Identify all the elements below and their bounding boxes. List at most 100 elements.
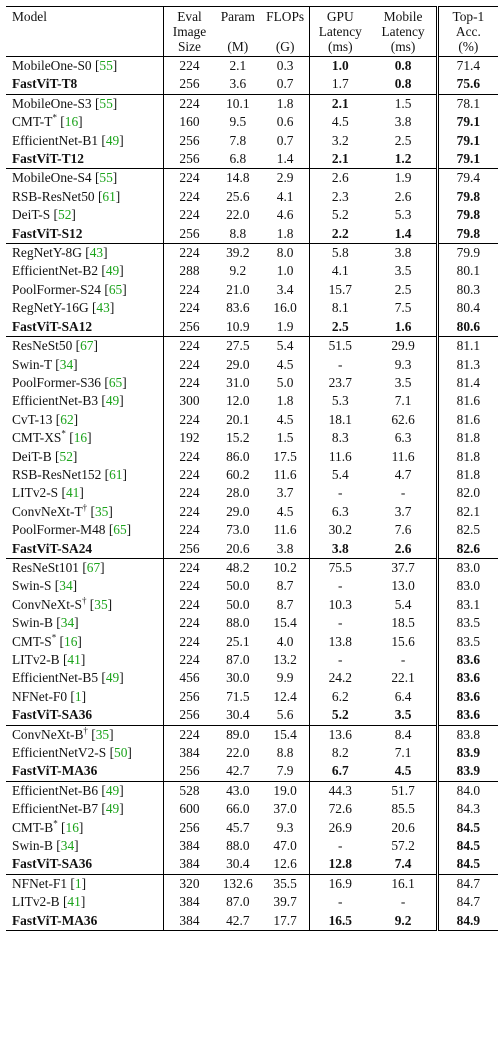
citation-link[interactable]: 34 [59, 578, 73, 594]
gpu-latency-cell-value: 13.8 [328, 633, 352, 649]
gpu-latency-cell-value: 4.1 [331, 263, 349, 279]
citation-link[interactable]: 34 [59, 356, 74, 372]
citation-link[interactable]: 61 [109, 466, 123, 482]
model-name: ConvNeXt-B [12, 726, 84, 742]
flops-cell-value: 0.3 [276, 58, 294, 73]
mobile-latency-cell: 37.7 [370, 558, 437, 577]
citation-link[interactable]: 52 [59, 448, 73, 464]
citation-link[interactable]: 50 [114, 745, 128, 761]
citation-link[interactable]: 34 [60, 838, 75, 854]
citation-link[interactable]: 43 [96, 300, 110, 316]
param-cell-value: 21.0 [226, 281, 250, 297]
citation-link[interactable]: 49 [105, 393, 120, 409]
citation-link[interactable]: 41 [65, 485, 80, 501]
citation-link[interactable]: 43 [89, 245, 104, 261]
model-footnote-mark: † [82, 502, 88, 513]
model-group: NFNet-F1 [1] 320 132.6 35.5 16.9 16.1 84.7 LITv… [6, 874, 498, 931]
top1-acc-cell: 83.0 [435, 577, 498, 596]
citation-link[interactable]: 55 [99, 95, 113, 111]
table-row: PoolFormer-S24 [65] 224 21.0 3.4 15.7 2.5 80.3 [6, 280, 498, 300]
model-cell: CMT-T* [16] [12, 112, 83, 130]
citation-link[interactable]: 67 [86, 559, 101, 575]
citation-link[interactable]: 67 [80, 338, 94, 354]
eval-size-cell-value: 256 [179, 132, 200, 148]
citation-link[interactable]: 41 [67, 894, 81, 910]
citation-link[interactable]: 49 [105, 670, 120, 686]
gpu-latency-cell-value: 72.6 [328, 801, 352, 817]
citation-link[interactable]: 16 [64, 114, 79, 130]
citation-link[interactable]: 41 [67, 652, 81, 667]
citation-link[interactable]: 62 [60, 411, 74, 427]
param-cell-value: 22.0 [226, 207, 250, 223]
model-footnote-mark: * [51, 632, 57, 643]
mobile-latency-cell-value: 15.6 [391, 633, 415, 649]
mobile-latency-cell: 15.6 [370, 633, 437, 651]
citation-link[interactable]: 49 [105, 132, 120, 148]
model-name: FastViT-S12 [12, 225, 83, 241]
param-cell-value: 12.0 [226, 393, 250, 409]
gpu-latency-cell: 11.6 [309, 447, 371, 466]
citation-link[interactable]: 65 [108, 374, 123, 390]
gpu-latency-cell: 1.0 [309, 56, 371, 76]
citation-link[interactable]: 55 [99, 58, 113, 73]
mobile-latency-cell-value: 4.7 [394, 466, 412, 482]
citation-link[interactable]: 49 [105, 801, 120, 817]
citation-link[interactable]: 34 [60, 615, 75, 631]
citation-link[interactable]: 1 [74, 688, 82, 704]
model-cell: ResNeSt101 [67] [12, 559, 105, 575]
model-cell: ConvNeXt-T† [35] [12, 502, 113, 519]
param-cell: 12.0 [215, 392, 262, 410]
mobile-latency-cell-value: 3.8 [394, 114, 412, 130]
eval-size-cell: 456 [163, 669, 215, 688]
gpu-latency-cell-value: - [338, 838, 343, 854]
param-cell-value: 27.5 [226, 338, 250, 354]
citation-link[interactable]: 1 [74, 875, 82, 891]
citation-link[interactable]: 35 [95, 726, 110, 742]
top1-acc-cell: 79.8 [435, 206, 498, 225]
eval-size-cell-value: 224 [179, 356, 200, 372]
citation-link[interactable]: 55 [99, 170, 113, 186]
top1-acc-cell-value: 84.3 [456, 801, 481, 817]
eval-size-cell: 256 [163, 131, 215, 151]
eval-size-cell: 256 [163, 539, 215, 559]
flops-cell-value: 4.5 [276, 503, 294, 519]
citation-link[interactable]: 52 [58, 207, 72, 223]
gpu-latency-cell: - [309, 837, 371, 856]
citation-link[interactable]: 65 [113, 522, 127, 538]
citation-link[interactable]: 61 [102, 188, 116, 204]
citation-link[interactable]: 35 [94, 503, 109, 519]
model-cell: EfficientNet-B3 [49] [12, 393, 124, 409]
gpu-latency-cell-value: 26.9 [328, 819, 352, 835]
top1-acc-cell: 78.1 [435, 94, 498, 114]
mobile-latency-cell-value: 7.4 [394, 856, 412, 872]
gpu-latency-cell: 16.9 [309, 874, 371, 894]
flops-cell-value: 4.1 [276, 188, 294, 204]
citation-link[interactable]: 35 [94, 596, 108, 612]
flops-cell: 37.0 [261, 800, 310, 818]
top1-acc-cell-value: 83.6 [456, 652, 481, 667]
model-cell: Swin-B [34] [12, 838, 79, 854]
citation-link[interactable]: 49 [105, 263, 120, 279]
param-cell: 28.0 [215, 484, 262, 502]
param-cell: 30.4 [215, 855, 262, 874]
gpu-latency-cell: 23.7 [309, 373, 371, 393]
eval-size-cell: 224 [163, 558, 215, 578]
top1-acc-cell-value: 84.9 [456, 912, 481, 928]
param-cell: 87.0 [215, 651, 262, 669]
gpu-latency-cell: 6.7 [309, 762, 371, 782]
table-row: Swin-B [34] 384 88.0 47.0 - 57.2 84.5 [6, 837, 498, 856]
citation-link[interactable]: 16 [73, 430, 88, 446]
mobile-latency-cell: 1.4 [370, 225, 437, 244]
citation-link[interactable]: 16 [65, 819, 79, 835]
citation-link[interactable]: 65 [108, 281, 123, 297]
top1-acc-cell-value: 83.6 [456, 707, 481, 723]
eval-size-cell: 224 [163, 632, 215, 651]
model-group: ResNeSt101 [67] 224 48.2 10.2 75.5 37.7 83.0 Sw… [6, 558, 498, 726]
mobile-latency-cell-value: 5.4 [394, 596, 412, 612]
header-param: Param (M) [220, 9, 255, 54]
citation-link[interactable]: 16 [64, 633, 78, 649]
gpu-latency-cell: 5.2 [309, 706, 371, 726]
eval-size-cell-value: 256 [179, 819, 200, 835]
citation-link[interactable]: 49 [105, 782, 120, 798]
model-cell: NFNet-F1 [1] [12, 875, 87, 891]
